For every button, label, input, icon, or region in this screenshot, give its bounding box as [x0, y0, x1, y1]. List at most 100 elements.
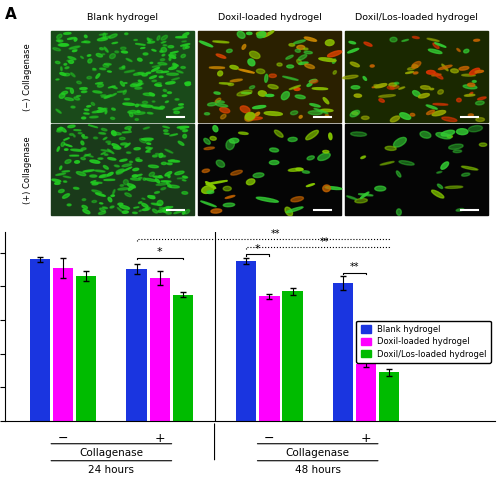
Ellipse shape	[211, 209, 222, 213]
Ellipse shape	[352, 112, 358, 115]
Ellipse shape	[94, 170, 105, 172]
Ellipse shape	[92, 111, 101, 113]
Ellipse shape	[246, 117, 262, 120]
Ellipse shape	[144, 140, 151, 141]
Ellipse shape	[149, 172, 154, 177]
Text: A: A	[5, 7, 17, 22]
Ellipse shape	[91, 181, 96, 182]
Ellipse shape	[238, 132, 248, 135]
Ellipse shape	[182, 176, 188, 178]
Ellipse shape	[296, 168, 303, 171]
Ellipse shape	[396, 209, 402, 215]
Ellipse shape	[100, 175, 108, 178]
Ellipse shape	[246, 32, 252, 34]
Ellipse shape	[80, 88, 87, 90]
Ellipse shape	[120, 47, 126, 49]
Ellipse shape	[153, 176, 163, 178]
Ellipse shape	[138, 202, 142, 203]
Ellipse shape	[148, 112, 153, 114]
Ellipse shape	[62, 194, 70, 198]
Ellipse shape	[204, 147, 214, 150]
Ellipse shape	[263, 31, 274, 37]
Ellipse shape	[100, 47, 103, 50]
Ellipse shape	[82, 42, 86, 43]
Ellipse shape	[156, 183, 168, 185]
Ellipse shape	[56, 40, 60, 42]
Ellipse shape	[150, 76, 156, 78]
Bar	[30, 259, 50, 421]
Ellipse shape	[118, 91, 126, 92]
Ellipse shape	[420, 86, 430, 90]
Ellipse shape	[323, 185, 330, 192]
Ellipse shape	[128, 185, 134, 190]
Ellipse shape	[160, 51, 163, 52]
Ellipse shape	[108, 86, 115, 88]
Ellipse shape	[152, 209, 158, 213]
Ellipse shape	[185, 46, 189, 48]
Bar	[198, 124, 341, 215]
Ellipse shape	[312, 88, 328, 90]
Ellipse shape	[372, 86, 384, 88]
Ellipse shape	[161, 35, 168, 40]
Text: 24 hours: 24 hours	[88, 465, 134, 474]
Ellipse shape	[167, 163, 172, 165]
Ellipse shape	[94, 137, 98, 139]
Ellipse shape	[76, 172, 86, 176]
Ellipse shape	[163, 207, 172, 209]
Ellipse shape	[448, 144, 463, 150]
Ellipse shape	[118, 188, 128, 190]
Ellipse shape	[125, 126, 132, 129]
Ellipse shape	[453, 150, 462, 152]
Ellipse shape	[136, 44, 145, 45]
Ellipse shape	[323, 98, 329, 104]
Ellipse shape	[104, 95, 112, 98]
Ellipse shape	[152, 155, 157, 157]
Ellipse shape	[475, 70, 484, 73]
Ellipse shape	[237, 31, 245, 38]
Ellipse shape	[264, 112, 282, 116]
Ellipse shape	[245, 114, 255, 121]
Ellipse shape	[399, 87, 404, 89]
Ellipse shape	[456, 209, 464, 211]
Ellipse shape	[134, 112, 145, 114]
Bar	[332, 283, 353, 421]
Ellipse shape	[109, 34, 117, 38]
Ellipse shape	[124, 70, 134, 73]
Text: −: −	[264, 432, 274, 445]
Ellipse shape	[178, 141, 184, 145]
Ellipse shape	[85, 154, 93, 157]
Ellipse shape	[290, 111, 298, 115]
Ellipse shape	[64, 138, 69, 140]
Ellipse shape	[216, 104, 228, 107]
Ellipse shape	[135, 119, 138, 121]
Ellipse shape	[432, 110, 446, 116]
Ellipse shape	[136, 158, 140, 160]
Ellipse shape	[162, 162, 166, 165]
Ellipse shape	[64, 73, 70, 76]
Ellipse shape	[174, 111, 180, 114]
Ellipse shape	[156, 153, 161, 155]
Ellipse shape	[122, 66, 125, 68]
Ellipse shape	[120, 205, 130, 209]
Ellipse shape	[90, 160, 100, 163]
Ellipse shape	[297, 45, 305, 49]
Ellipse shape	[427, 38, 439, 41]
Ellipse shape	[168, 160, 179, 162]
Text: (−) Collagenase: (−) Collagenase	[22, 43, 32, 111]
Bar	[150, 278, 170, 421]
Ellipse shape	[414, 72, 418, 74]
Ellipse shape	[67, 60, 70, 61]
Ellipse shape	[166, 82, 175, 84]
Ellipse shape	[470, 92, 472, 95]
Ellipse shape	[220, 114, 226, 119]
Ellipse shape	[226, 49, 232, 53]
Ellipse shape	[180, 44, 190, 46]
Ellipse shape	[438, 65, 452, 70]
Ellipse shape	[96, 54, 102, 57]
Ellipse shape	[56, 34, 62, 39]
Ellipse shape	[130, 112, 133, 117]
Ellipse shape	[133, 168, 138, 171]
Ellipse shape	[112, 42, 117, 44]
Ellipse shape	[118, 208, 122, 212]
Ellipse shape	[146, 147, 151, 149]
